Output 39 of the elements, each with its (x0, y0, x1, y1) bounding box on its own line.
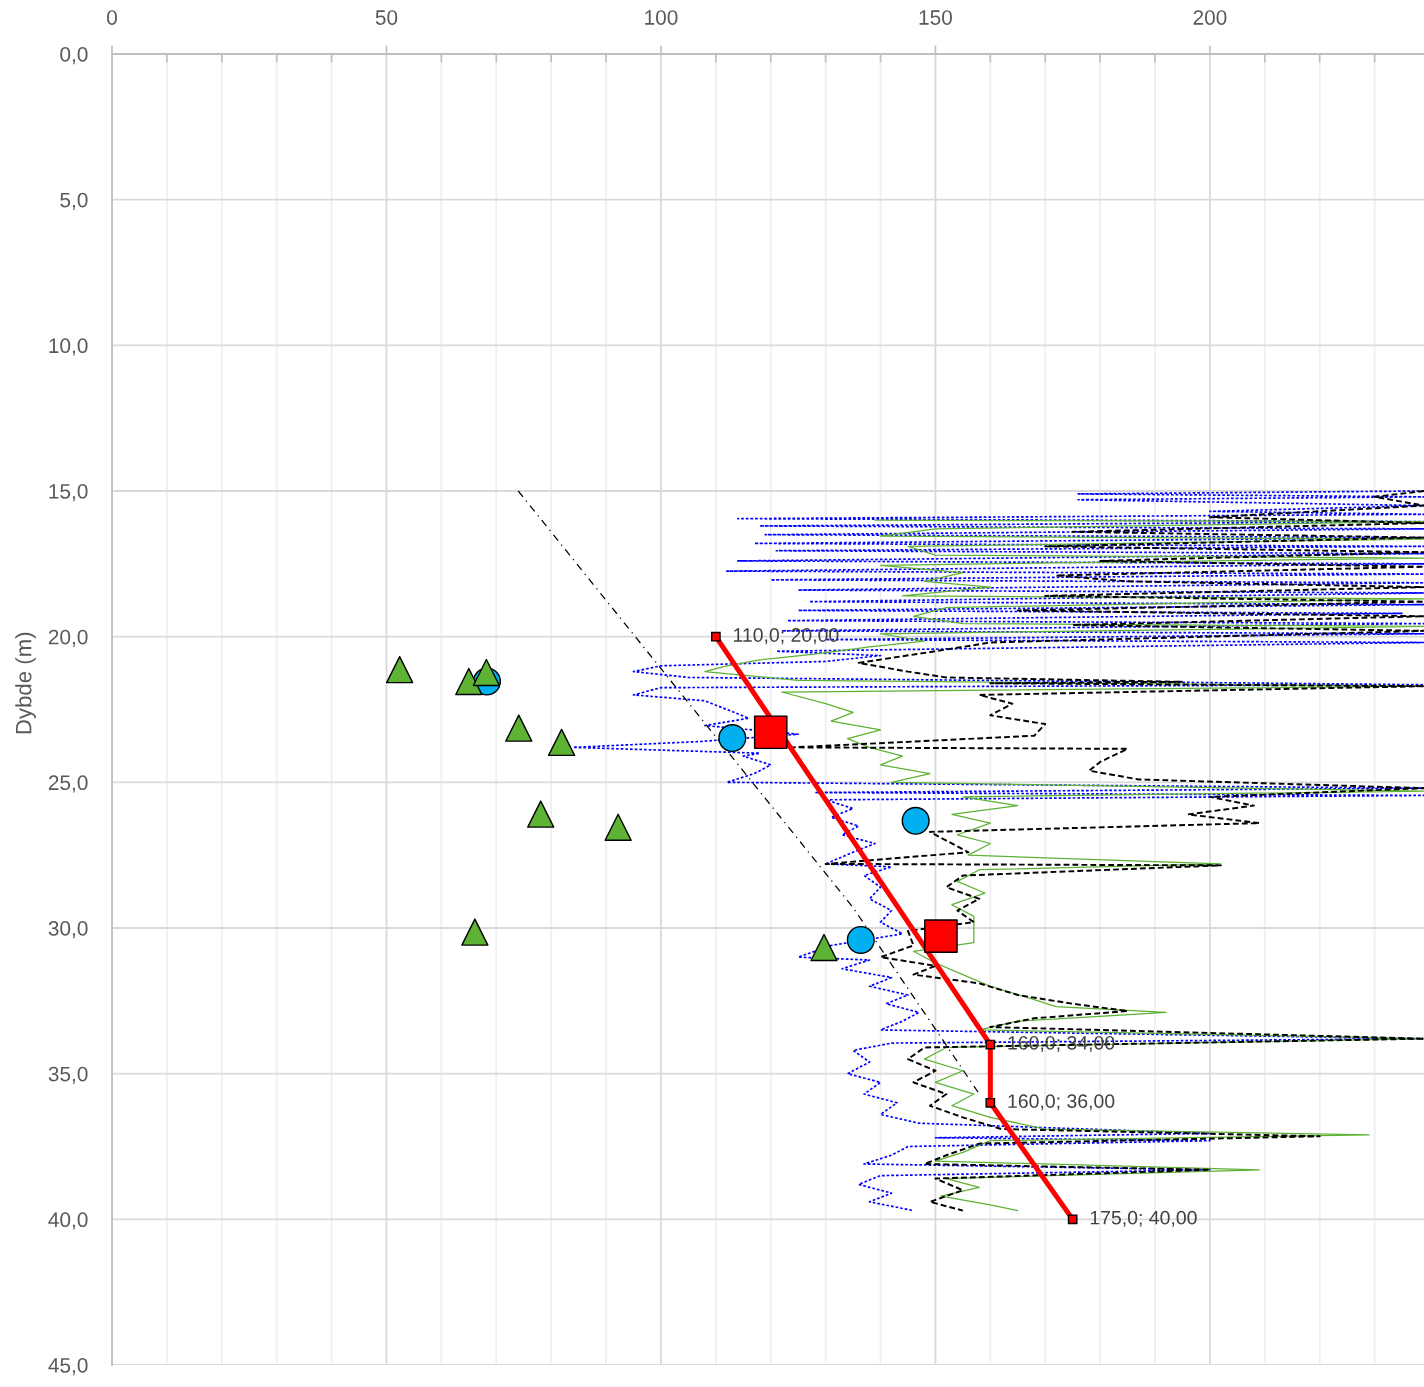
point (924, 919, 958, 953)
point (753, 715, 788, 750)
data-label: 110,0; 20,00 (734, 628, 839, 645)
point (710, 631, 721, 642)
point (547, 728, 576, 757)
line-series (572, 490, 1424, 1212)
point (718, 723, 747, 753)
x-tick-label: 50 (375, 10, 398, 25)
y-tick-label: 25,0 (48, 775, 88, 793)
point (604, 813, 632, 841)
point (455, 667, 483, 696)
point (505, 714, 533, 742)
data-label: 160,0; 36,00 (1008, 1094, 1115, 1111)
point (527, 800, 555, 828)
x-tick-label: 100 (645, 10, 678, 25)
y-tick-label: 30,0 (48, 921, 88, 939)
y-tick-label: 5,0 (60, 192, 88, 210)
point (472, 658, 501, 687)
point (385, 655, 414, 684)
data-label: 175,0; 40,00 (1090, 1210, 1197, 1227)
y-tick-label: 35,0 (48, 1066, 88, 1084)
y-axis-title: Dybde (m) (15, 632, 36, 734)
line-series (704, 519, 1424, 1212)
point (461, 918, 489, 946)
point (810, 933, 838, 962)
x-tick-label: 150 (919, 10, 952, 25)
point (985, 1039, 996, 1050)
x-tick-label: 0 (107, 10, 117, 25)
y-tick-label: 10,0 (49, 338, 88, 356)
y-tick-label: 15,0 (49, 484, 88, 502)
y-tick-label: 20,0 (48, 629, 88, 647)
y-tick-label: 0,0 (60, 47, 88, 65)
y-tick-label: 45,0 (48, 1358, 88, 1376)
point (846, 925, 875, 954)
x-tick-label: 200 (1193, 10, 1227, 25)
y-tick-label: 40,0 (48, 1212, 88, 1230)
point (1067, 1214, 1078, 1225)
point (901, 806, 930, 835)
point (985, 1097, 996, 1108)
